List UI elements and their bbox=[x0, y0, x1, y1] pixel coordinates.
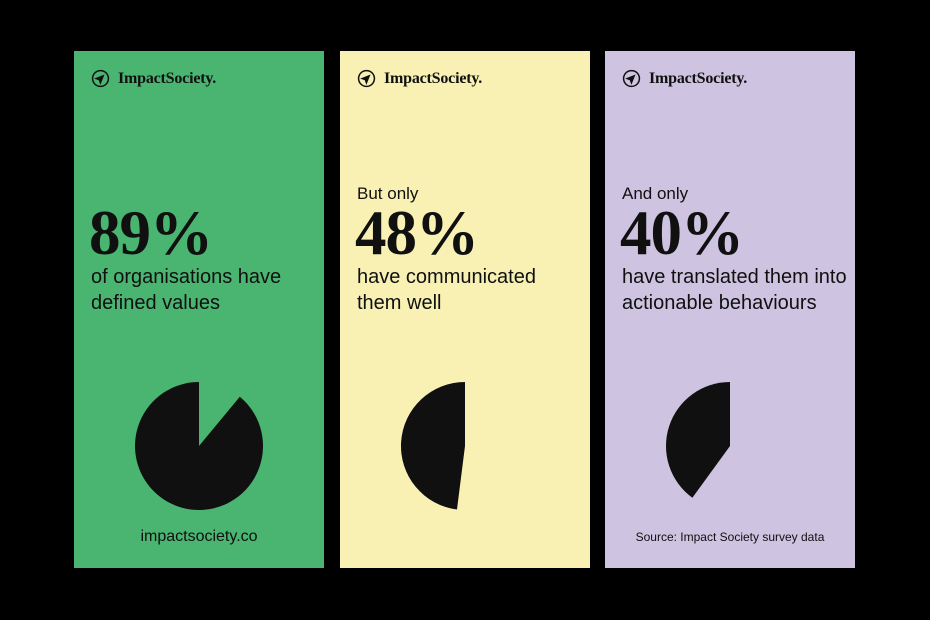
stat-description-line: actionable behaviours bbox=[622, 292, 817, 314]
stat-description: have translated them into actionable beh… bbox=[622, 264, 847, 316]
stat-kicker: And only bbox=[622, 184, 689, 203]
stat-value: 48% bbox=[355, 198, 479, 268]
stat-value: 89% bbox=[89, 198, 213, 268]
stat-value: 40% bbox=[620, 198, 744, 268]
stat-description-line: of organisations have bbox=[91, 266, 282, 288]
stat-kicker: But only bbox=[357, 184, 419, 203]
pie-chart bbox=[400, 382, 465, 510]
stat-card-actionable-behaviours: ImpactSociety. And only 40% have transla… bbox=[605, 51, 855, 568]
brand-name: ImpactSociety. bbox=[649, 69, 748, 87]
pie-chart bbox=[665, 382, 730, 498]
stat-description: have communicated them well bbox=[357, 264, 536, 316]
navigation-arrow-icon bbox=[622, 69, 641, 88]
pie-slice bbox=[135, 382, 264, 510]
brand-logo: ImpactSociety. bbox=[91, 69, 216, 88]
navigation-arrow-icon bbox=[91, 69, 110, 88]
navigation-arrow-icon bbox=[357, 69, 376, 88]
stat-card-defined-values: ImpactSociety. 89% of organisations have… bbox=[74, 51, 324, 568]
brand-name: ImpactSociety. bbox=[118, 69, 217, 87]
pie-chart bbox=[135, 382, 264, 510]
brand-logo: ImpactSociety. bbox=[622, 69, 747, 88]
stat-description: of organisations have defined values bbox=[91, 264, 281, 316]
stat-description-line: have translated them into bbox=[622, 266, 847, 288]
pie-slice bbox=[400, 382, 465, 510]
pie-slice bbox=[665, 382, 730, 498]
stat-description-line: have communicated bbox=[357, 266, 536, 288]
source-note: Source: Impact Society survey data bbox=[635, 530, 825, 544]
website-url: impactsociety.co bbox=[140, 528, 258, 545]
stat-description-line: defined values bbox=[91, 292, 220, 314]
stat-description-line: them well bbox=[357, 292, 442, 314]
brand-logo: ImpactSociety. bbox=[357, 69, 482, 88]
stat-card-communicated: ImpactSociety. But only 48% have communi… bbox=[340, 51, 590, 568]
brand-name: ImpactSociety. bbox=[384, 69, 483, 87]
